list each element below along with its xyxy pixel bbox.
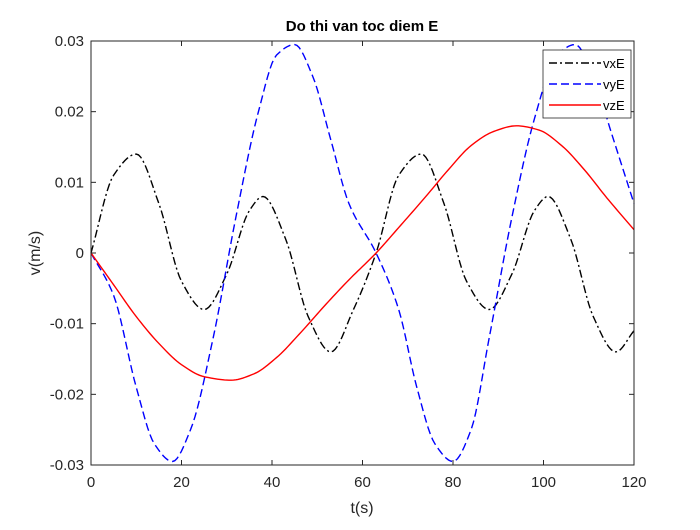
y-tick-label: 0.03 [55,33,84,50]
y-axis-label: v(m/s) [27,231,44,275]
chart-title: Do thi van toc diem E [286,18,439,35]
x-tick-label: 80 [445,474,462,491]
x-tick-label: 0 [87,474,95,491]
legend-label-vzE: vzE [603,98,625,113]
y-tick-label: -0.02 [50,386,84,403]
x-tick-label: 120 [621,474,646,491]
legend: vxE vyE vzE [542,49,632,119]
legend-label-vxE: vxE [603,56,625,71]
y-tick-label: 0.01 [55,174,84,191]
y-tick-label: -0.01 [50,316,84,333]
y-tick-label: 0 [76,245,84,262]
x-tick-label: 60 [354,474,371,491]
legend-label-vyE: vyE [603,77,625,92]
y-tick-label: -0.03 [50,457,84,474]
x-tick-label: 40 [264,474,281,491]
series-line-vzE [90,125,635,381]
x-axis-label: t(s) [350,500,373,517]
y-tick-label: 0.02 [55,104,84,121]
x-tick-label: 20 [173,474,190,491]
x-tick-label: 100 [531,474,556,491]
series-line-vxE [90,153,635,353]
